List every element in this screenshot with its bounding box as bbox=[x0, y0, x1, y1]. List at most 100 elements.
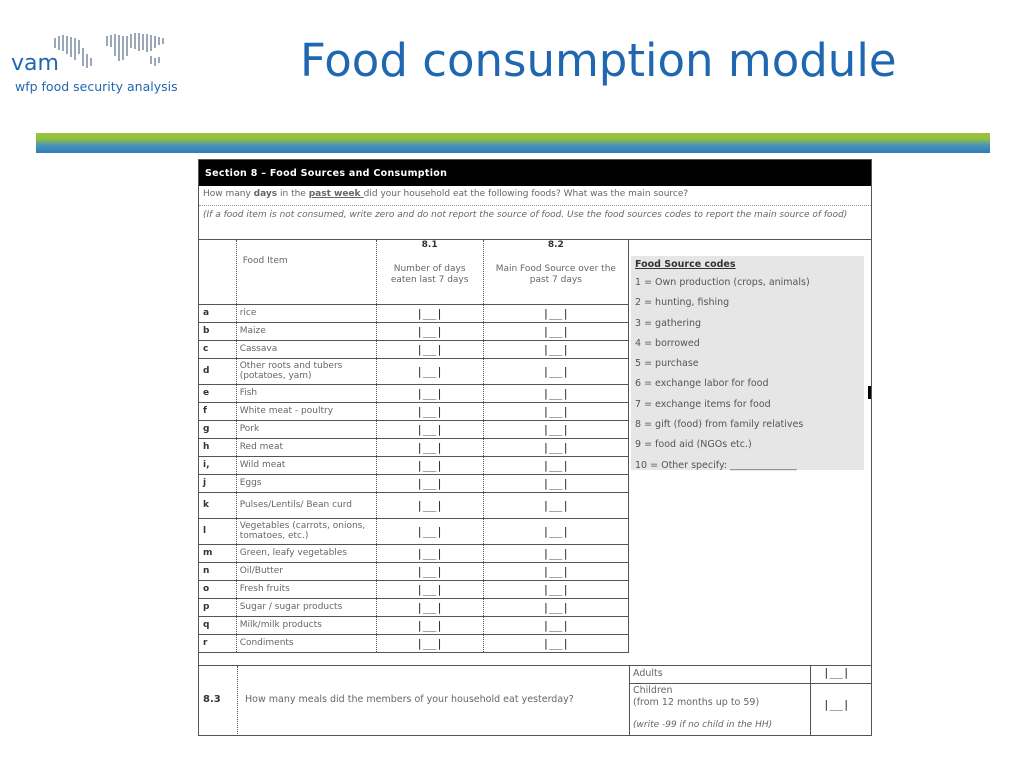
days-cell: |__| bbox=[376, 562, 484, 581]
source-input[interactable]: |__| bbox=[542, 404, 570, 418]
days-input[interactable]: |__| bbox=[416, 458, 443, 472]
days-input[interactable]: |__| bbox=[416, 306, 443, 320]
slide-title: Food consumption module bbox=[300, 34, 897, 87]
source-cell: |__| bbox=[483, 304, 630, 323]
table-row: l Vegetables (carrots, onions, tomatoes, … bbox=[199, 518, 630, 545]
food-item-label: Wild meat bbox=[236, 456, 377, 475]
table-row: m Green, leafy vegetables |__| |__| bbox=[199, 544, 630, 563]
days-input[interactable]: |__| bbox=[416, 618, 443, 632]
table-row: j Eggs |__| |__| bbox=[199, 474, 630, 493]
code-item: 8 = gift (food) from family relatives bbox=[635, 419, 804, 431]
table-row: h Red meat |__| |__| bbox=[199, 438, 630, 457]
children-label: Children (from 12 months up to 59) bbox=[633, 685, 759, 709]
item-code: i, bbox=[199, 456, 237, 475]
source-input[interactable]: |__| bbox=[542, 498, 570, 512]
days-input[interactable]: |__| bbox=[416, 546, 443, 560]
question-text: did your household eat the following foo… bbox=[363, 189, 689, 199]
table-row: k Pulses/Lentils/ Bean curd |__| |__| bbox=[199, 492, 630, 519]
source-input[interactable]: |__| bbox=[542, 342, 570, 356]
table-row: r Condiments |__| |__| bbox=[199, 634, 630, 653]
children-label-line: Children bbox=[633, 685, 673, 696]
source-input[interactable]: |__| bbox=[542, 422, 570, 436]
section-header: Section 8 – Food Sources and Consumption bbox=[199, 160, 871, 186]
days-input[interactable]: |__| bbox=[416, 476, 443, 490]
code-item: 2 = hunting, fishing bbox=[635, 297, 730, 309]
source-cell: |__| bbox=[483, 580, 630, 599]
source-cell: |__| bbox=[483, 420, 630, 439]
table-row: c Cassava |__| |__| bbox=[199, 340, 630, 359]
food-source-codes: Food Source codes 1 = Own production (cr… bbox=[631, 256, 864, 471]
source-cell: |__| bbox=[483, 544, 630, 563]
children-meals-input[interactable]: |__| bbox=[823, 698, 850, 711]
item-code: q bbox=[199, 616, 237, 635]
source-input[interactable]: |__| bbox=[542, 618, 570, 632]
item-code: d bbox=[199, 358, 237, 385]
source-input[interactable]: |__| bbox=[542, 440, 570, 454]
source-cell: |__| bbox=[483, 562, 630, 581]
code-item: 1 = Own production (crops, animals) bbox=[635, 277, 810, 288]
days-input[interactable]: |__| bbox=[416, 440, 443, 454]
food-item-label: Vegetables (carrots, onions, tomatoes, e… bbox=[236, 518, 377, 545]
food-item-label: Condiments bbox=[236, 634, 377, 653]
days-input[interactable]: |__| bbox=[416, 582, 443, 596]
source-header: 8.2 Main Food Source over the past 7 day… bbox=[483, 240, 630, 305]
days-input[interactable]: |__| bbox=[416, 600, 443, 614]
source-input[interactable]: |__| bbox=[542, 582, 570, 596]
days-cell: |__| bbox=[376, 322, 484, 341]
source-input[interactable]: |__| bbox=[542, 546, 570, 560]
table-row: g Pork |__| |__| bbox=[199, 420, 630, 439]
source-input[interactable]: |__| bbox=[542, 458, 570, 472]
days-input[interactable]: |__| bbox=[416, 364, 443, 378]
days-input[interactable]: |__| bbox=[416, 422, 443, 436]
code-item: 5 = purchase bbox=[635, 358, 699, 370]
days-input[interactable]: |__| bbox=[416, 342, 443, 356]
source-input[interactable]: |__| bbox=[542, 476, 570, 490]
source-input[interactable]: |__| bbox=[542, 636, 570, 650]
header-divider-bar bbox=[36, 133, 990, 153]
source-input[interactable]: |__| bbox=[542, 600, 570, 614]
source-cell: |__| bbox=[483, 340, 630, 359]
days-cell: |__| bbox=[376, 598, 484, 617]
adults-meals-input[interactable]: |__| bbox=[823, 666, 850, 679]
source-input[interactable]: |__| bbox=[542, 364, 570, 378]
days-input[interactable]: |__| bbox=[416, 564, 443, 578]
days-input[interactable]: |__| bbox=[416, 386, 443, 400]
item-code: k bbox=[199, 492, 237, 519]
food-item-label: Milk/milk products bbox=[236, 616, 377, 635]
food-item-label: Sugar / sugar products bbox=[236, 598, 377, 617]
source-cell: |__| bbox=[483, 616, 630, 635]
question-emphasis: days bbox=[253, 189, 278, 199]
source-input[interactable]: |__| bbox=[542, 386, 570, 400]
food-item-label: Eggs bbox=[236, 474, 377, 493]
item-code: g bbox=[199, 420, 237, 439]
source-cell: |__| bbox=[483, 384, 630, 403]
meals-question: How many meals did the members of your h… bbox=[245, 694, 574, 705]
days-cell: |__| bbox=[376, 420, 484, 439]
source-input[interactable]: |__| bbox=[542, 306, 570, 320]
table-row: a rice |__| |__| bbox=[199, 304, 630, 323]
days-cell: |__| bbox=[376, 474, 484, 493]
item-code: c bbox=[199, 340, 237, 359]
days-input[interactable]: |__| bbox=[416, 524, 443, 538]
table-row: n Oil/Butter |__| |__| bbox=[199, 562, 630, 581]
source-input[interactable]: |__| bbox=[542, 564, 570, 578]
days-input[interactable]: |__| bbox=[416, 636, 443, 650]
question-emphasis: past week bbox=[308, 189, 364, 199]
meals-question-row: 8.3 How many meals did the members of yo… bbox=[199, 665, 871, 736]
source-input[interactable]: |__| bbox=[542, 524, 570, 538]
item-code: h bbox=[199, 438, 237, 457]
days-cell: |__| bbox=[376, 384, 484, 403]
logo-subtitle: wfp food security analysis bbox=[15, 79, 178, 94]
source-cell: |__| bbox=[483, 358, 630, 385]
days-input[interactable]: |__| bbox=[416, 324, 443, 338]
source-input[interactable]: |__| bbox=[542, 324, 570, 338]
codes-list: 1 = Own production (crops, animals) 2 = h… bbox=[635, 273, 860, 476]
food-item-label: Pork bbox=[236, 420, 377, 439]
codes-title: Food Source codes bbox=[635, 259, 736, 270]
table-header-row: Food Item 8.1 Number of days eaten last … bbox=[199, 240, 630, 305]
source-header-text: Main Food Source over the past 7 days bbox=[495, 264, 616, 285]
days-input[interactable]: |__| bbox=[416, 404, 443, 418]
food-item-label: White meat - poultry bbox=[236, 402, 377, 421]
days-cell: |__| bbox=[376, 358, 484, 385]
days-input[interactable]: |__| bbox=[416, 498, 443, 512]
